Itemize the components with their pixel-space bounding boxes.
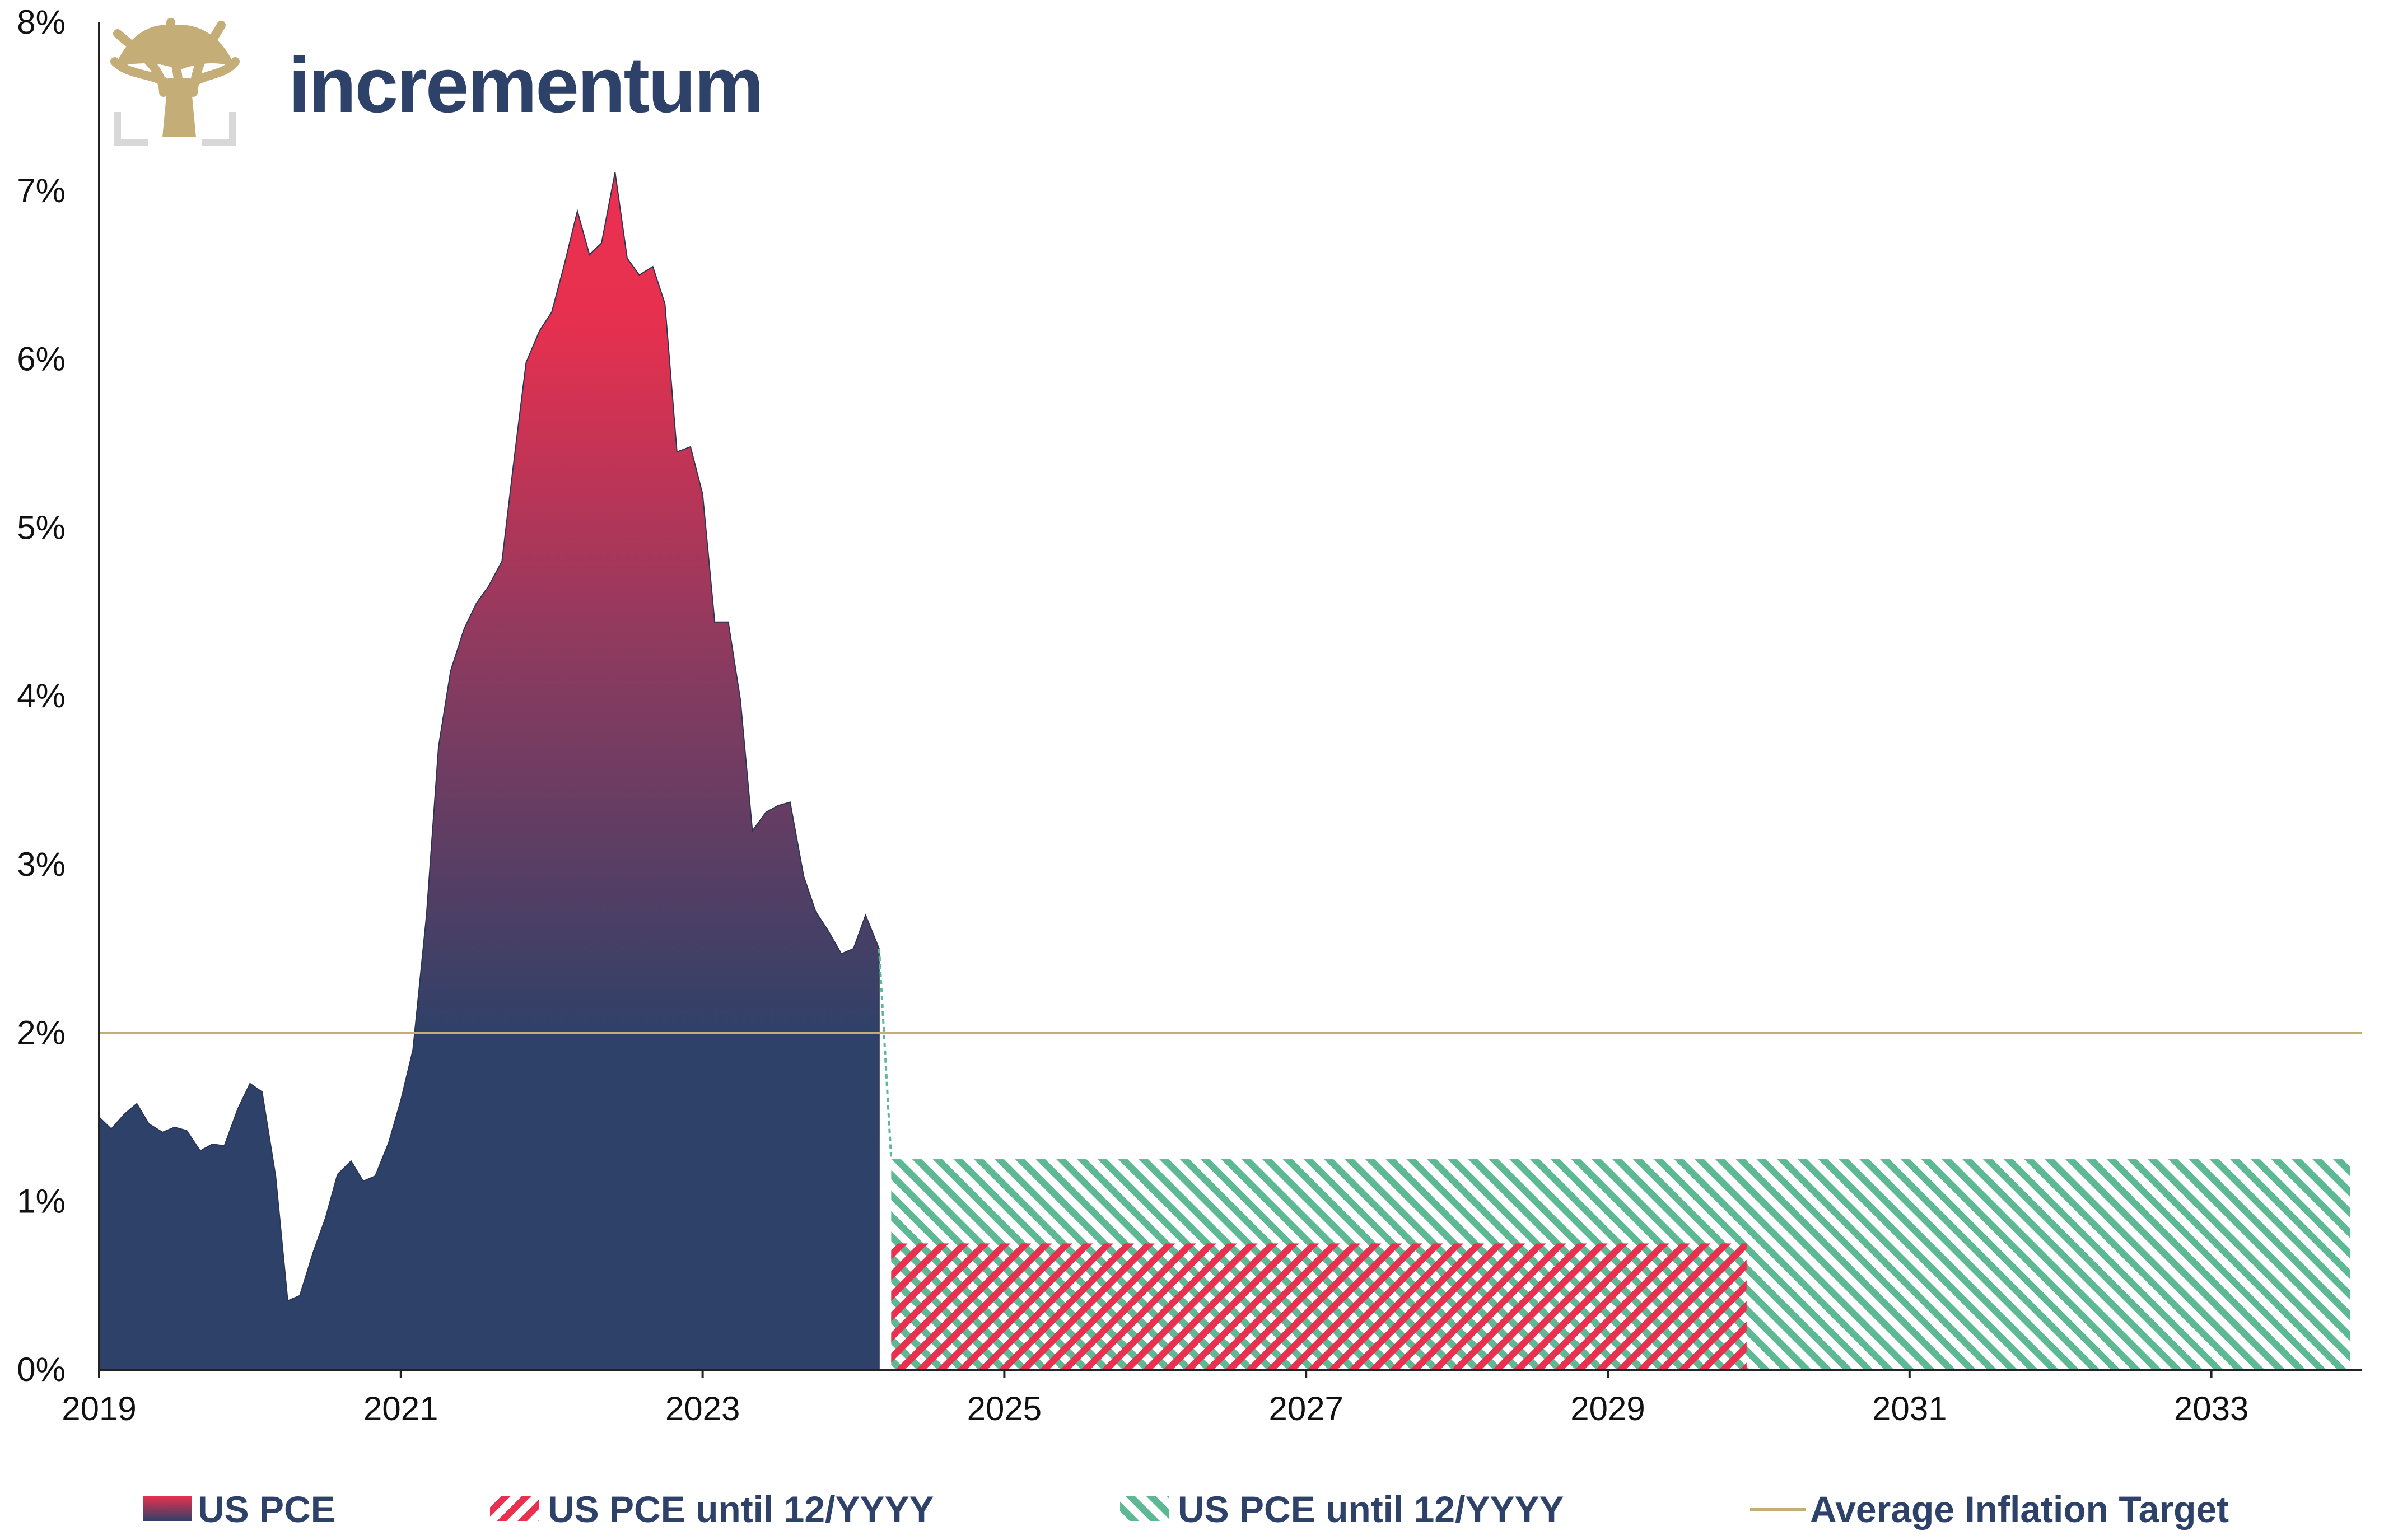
legend-item-us-pce-until-red: US PCE until 12/YYYY — [490, 1488, 934, 1530]
legend: US PCE US PCE until 12/YYYY US PCE until… — [143, 1488, 2229, 1530]
y-tick-label: 6% — [17, 340, 66, 378]
x-tick-label: 2025 — [967, 1390, 1042, 1427]
y-tick-label: 8% — [17, 3, 66, 41]
legend-label: US PCE — [198, 1488, 335, 1530]
legend-label: US PCE until 12/YYYY — [548, 1488, 934, 1530]
us-pce-area — [99, 172, 880, 1370]
x-tick-label: 2021 — [363, 1390, 438, 1427]
y-tick-label: 0% — [17, 1351, 66, 1388]
legend-swatch-green-hatch — [1120, 1496, 1169, 1521]
x-tick-label: 2031 — [1872, 1390, 1947, 1427]
x-tick-label: 2029 — [1570, 1390, 1645, 1427]
tree-logo — [110, 18, 240, 146]
legend-swatch-red-hatch — [490, 1496, 539, 1521]
forecast-connector-line — [878, 949, 893, 1160]
y-tick-label: 5% — [17, 508, 66, 546]
legend-item-average-inflation-target: Average Inflation Target — [1750, 1488, 2229, 1530]
brand-name: incrementum — [288, 41, 762, 129]
legend-swatch-gradient — [143, 1496, 192, 1521]
x-axis-tick-labels: 2019 2021 2023 2025 2027 2029 2031 2033 — [62, 1390, 2248, 1427]
legend-item-us-pce-until-green: US PCE until 12/YYYY — [1120, 1488, 1564, 1530]
y-tick-label: 7% — [17, 172, 66, 209]
legend-label: Average Inflation Target — [1810, 1488, 2229, 1530]
legend-item-us-pce: US PCE — [143, 1488, 335, 1530]
y-tick-label: 3% — [17, 846, 66, 883]
x-tick-label: 2019 — [62, 1390, 136, 1427]
us-pce-until-red-bar — [891, 1243, 1747, 1370]
legend-label: US PCE until 12/YYYY — [1178, 1488, 1564, 1530]
y-tick-label: 4% — [17, 677, 66, 715]
x-axis-tick-marks — [98, 1370, 2213, 1378]
x-tick-label: 2033 — [2174, 1390, 2248, 1427]
y-tick-label: 2% — [17, 1014, 66, 1052]
y-axis-tick-labels: 0% 1% 2% 3% 4% 5% 6% 7% 8% — [17, 3, 66, 1388]
x-tick-label: 2023 — [665, 1390, 740, 1427]
x-tick-label: 2027 — [1268, 1390, 1343, 1427]
y-tick-label: 1% — [17, 1182, 66, 1220]
